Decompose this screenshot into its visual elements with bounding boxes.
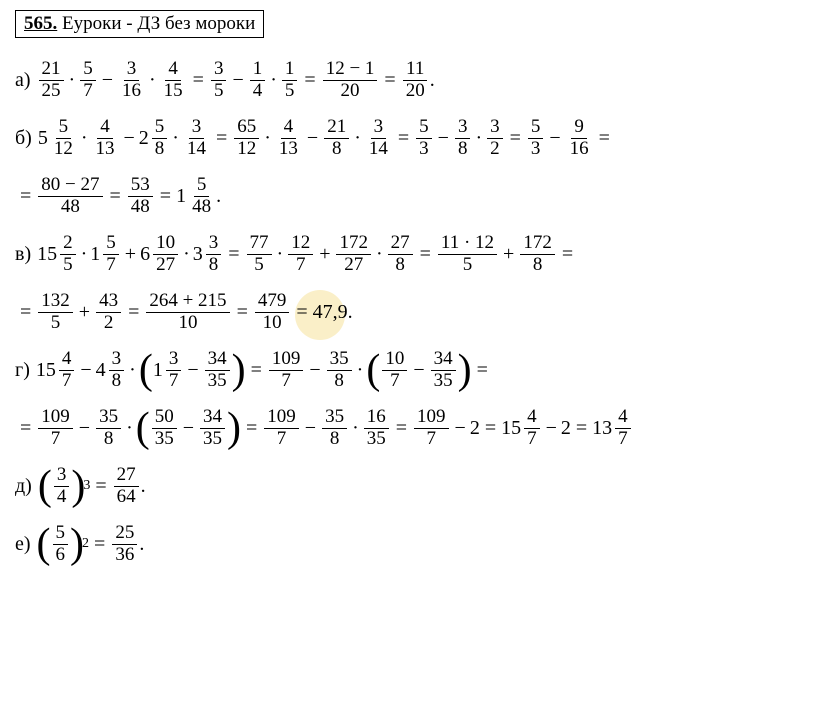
fraction: 358 <box>327 349 352 392</box>
fraction: 916 <box>567 117 592 160</box>
label-v: в) <box>15 228 31 280</box>
exponent: 3 <box>83 468 90 504</box>
fraction: 1635 <box>364 407 389 450</box>
label-a: а) <box>15 54 31 106</box>
mixed-number: 1548 <box>176 170 216 222</box>
fraction: 38 <box>455 117 471 160</box>
problem-b: б) 5512 · 413 − 258 · 314 = 6512 · 413 −… <box>15 112 808 164</box>
problem-e: е) ( 56 ) 2 = 2536 . <box>15 518 808 570</box>
mixed-number: 5512 <box>38 112 78 164</box>
fraction: 17227 <box>336 233 371 276</box>
label-d: д) <box>15 460 32 512</box>
fraction: 34 <box>54 465 70 508</box>
fraction: 3435 <box>205 349 230 392</box>
mixed-number: 137 <box>153 344 184 396</box>
fraction: 314 <box>366 117 391 160</box>
fraction: 57 <box>80 59 96 102</box>
fraction: 1097 <box>269 349 304 392</box>
fraction: 316 <box>119 59 144 102</box>
fraction: 53 <box>416 117 432 160</box>
problem-v: в) 1525 · 157 + 61027 · 338 = 775 · 127 … <box>15 228 808 280</box>
fraction: 3435 <box>200 407 225 450</box>
fraction: 264 + 21510 <box>146 291 229 334</box>
mixed-number: 61027 <box>140 228 180 280</box>
mixed-number: 438 <box>96 344 127 396</box>
fraction: 1120 <box>403 59 428 102</box>
fraction: 413 <box>276 117 301 160</box>
fraction: 1097 <box>38 407 73 450</box>
fraction: 53 <box>528 117 544 160</box>
fraction: 3435 <box>431 349 456 392</box>
fraction: 5035 <box>152 407 177 450</box>
header-title: Еуроки - ДЗ без мороки <box>62 13 255 34</box>
mixed-number: 338 <box>193 228 224 280</box>
fraction: 278 <box>388 233 413 276</box>
problem-b-cont: = 80 − 2748 = 5348 = 1548 . <box>15 170 808 222</box>
problem-g-cont: = 1097 − 358 · ( 5035 − 3435 ) = 1097 − … <box>15 402 808 454</box>
fraction: 2764 <box>114 465 139 508</box>
fraction: 32 <box>487 117 503 160</box>
label-g: г) <box>15 344 30 396</box>
mixed-number: 157 <box>90 228 121 280</box>
mixed-number: 1525 <box>37 228 78 280</box>
mixed-number: 258 <box>139 112 170 164</box>
problem-number: 565. <box>24 13 57 34</box>
problem-g: г) 1547 − 438 · ( 137 − 3435 ) = 1097 − … <box>15 344 808 396</box>
fraction: 5348 <box>128 175 153 218</box>
fraction: 218 <box>324 117 349 160</box>
fraction: 56 <box>53 523 69 566</box>
fraction: 2125 <box>39 59 64 102</box>
mixed-number: 1547 <box>501 402 542 454</box>
fraction: 413 <box>93 117 118 160</box>
fraction: 1097 <box>264 407 299 450</box>
fraction: 2536 <box>112 523 137 566</box>
fraction: 6512 <box>234 117 259 160</box>
fraction: 415 <box>161 59 186 102</box>
fraction: 107 <box>382 349 407 392</box>
fraction: 358 <box>96 407 121 450</box>
watermark-text: euroki <box>0 77 5 210</box>
problem-a: а) 2125 · 57 − 316 · 415 = 35 − 14 · 15 … <box>15 54 808 106</box>
fraction: 1325 <box>38 291 73 334</box>
problem-v-cont: = 1325 + 432 = 264 + 21510 = 47910 = 47,… <box>15 286 808 338</box>
fraction: 314 <box>184 117 209 160</box>
fraction: 14 <box>250 59 266 102</box>
fraction: 1097 <box>414 407 449 450</box>
fraction: 11 · 125 <box>438 233 497 276</box>
exponent: 2 <box>82 526 89 562</box>
fraction: 15 <box>282 59 298 102</box>
fraction: 35 <box>211 59 227 102</box>
fraction: 775 <box>247 233 272 276</box>
fraction: 12 − 120 <box>323 59 378 102</box>
mixed-number: 1547 <box>36 344 77 396</box>
fraction: 358 <box>322 407 347 450</box>
problem-d: д) ( 34 ) 3 = 2764 . <box>15 460 808 512</box>
fraction: 47910 <box>255 291 290 334</box>
fraction: 432 <box>96 291 121 334</box>
fraction: 1728 <box>520 233 555 276</box>
decimal-result: 47,9 <box>313 286 348 338</box>
fraction: 80 − 2748 <box>38 175 102 218</box>
label-e: е) <box>15 518 31 570</box>
label-b: б) <box>15 112 32 164</box>
mixed-number: 1347 <box>592 402 633 454</box>
problem-header: 565. Еуроки - ДЗ без мороки <box>15 10 264 38</box>
fraction: 127 <box>288 233 313 276</box>
